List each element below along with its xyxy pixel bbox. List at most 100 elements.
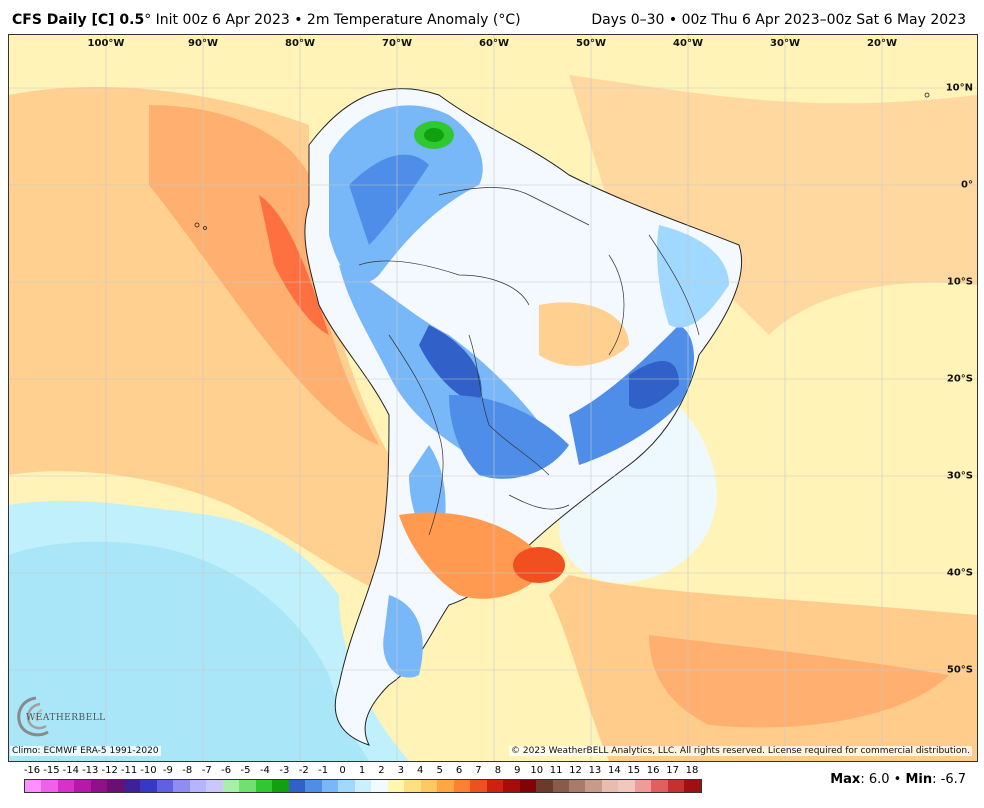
valid-range: Days 0–30 • 00z Thu 6 Apr 2023–00z Sat 6… <box>591 12 966 28</box>
max-label: Max <box>830 772 861 787</box>
title-product: CFS Daily [C] 0.5 <box>12 12 145 28</box>
colorbar-swatch <box>321 780 339 792</box>
lon-label: 70°W <box>382 38 412 49</box>
colorbar-tick-label: -9 <box>162 765 173 776</box>
lon-label: 80°W <box>285 38 315 49</box>
colorbar-tick-label: -7 <box>201 765 212 776</box>
cold-colombia-core <box>349 154 429 245</box>
lon-label: 20°W <box>867 38 897 49</box>
colorbar-swatch <box>107 780 124 792</box>
country-borders <box>358 187 700 536</box>
lat-label: 50°S <box>946 664 973 676</box>
lon-label: 40°W <box>673 38 703 49</box>
lon-label: 100°W <box>87 38 125 49</box>
colorbar-tick-label: -10 <box>140 765 157 776</box>
lat-label: 10°N <box>945 82 973 94</box>
colorbar-swatch <box>634 780 652 792</box>
colorbar-swatch <box>486 780 504 792</box>
copyright-note: © 2023 WeatherBELL Analytics, LLC. All r… <box>509 746 972 756</box>
colorbar-tick-label: 16 <box>646 765 660 776</box>
lat-label: 30°S <box>946 470 973 482</box>
colorbar-tick-label: 2 <box>378 765 385 776</box>
colorbar-swatch <box>519 780 537 792</box>
colorbar-swatch <box>41 780 58 792</box>
colorbar-swatch <box>272 780 289 792</box>
colorbar-swatch <box>173 780 190 792</box>
colorbar-swatch <box>338 780 355 792</box>
colorbar-swatch <box>255 780 273 792</box>
cold-paraguay <box>449 395 569 479</box>
colorbar-tick-label: 18 <box>685 765 699 776</box>
colorbar-tick-label: 0 <box>339 765 346 776</box>
cold-patagonia <box>383 595 423 678</box>
colorbar-tick-label: -15 <box>43 765 60 776</box>
colorbar-swatch <box>206 780 223 792</box>
colorbar-tick-label: -16 <box>23 765 41 776</box>
colorbar-tick-label: 4 <box>417 765 424 776</box>
colorbar-tick-label: 10 <box>530 765 544 776</box>
colorbar-swatch <box>404 780 421 792</box>
colorbar-tick-label: 12 <box>569 765 582 776</box>
colorbar-tick-label: -12 <box>101 765 118 776</box>
colorbar-swatch <box>140 780 157 792</box>
warm-argentina-core <box>513 547 565 583</box>
lat-label: 10°S <box>946 276 973 288</box>
colorbar-swatch <box>601 780 619 792</box>
colorbar-tick-label: -13 <box>82 765 99 776</box>
colorbar-tick-label: 7 <box>475 765 482 776</box>
lon-label: 30°W <box>770 38 800 49</box>
min-label: Min <box>905 772 933 787</box>
warm-argentina <box>399 512 549 599</box>
colorbar-swatch <box>552 780 569 792</box>
colorbar-swatch <box>123 780 141 792</box>
title-description: ° Init 00z 6 Apr 2023 • 2m Temperature A… <box>144 12 521 28</box>
warm-south-atlantic-core <box>649 635 949 728</box>
colorbar-tick-label: -3 <box>279 765 290 776</box>
cape-verde-islands <box>924 92 930 98</box>
anomaly-map: 100°W 90°W 80°W 70°W 60°W 50°W 40°W 30°W… <box>8 34 978 762</box>
colorbar-swatch <box>222 780 240 792</box>
colorbar-swatch <box>239 780 256 792</box>
colorbar-tick-label: 11 <box>549 765 563 776</box>
colorbar-tick-label: 14 <box>607 765 621 776</box>
lon-label: 50°W <box>576 38 606 49</box>
colorbar-labels: -16 -15 -14 -13 -12 -11 -10 -9 -8 -7 -6 -5 -4 -3 -2 -1 0… <box>24 765 704 779</box>
colorbar-swatch <box>288 780 306 792</box>
cold-venezuela-peak <box>424 128 444 142</box>
colorbar-swatch <box>536 780 553 792</box>
lon-label: 60°W <box>479 38 509 49</box>
colorbar-swatch <box>371 780 388 792</box>
colorbar-tick-label: 17 <box>666 765 679 776</box>
warm-pacific-core <box>149 105 379 445</box>
colorbar-tick-label: -1 <box>318 765 329 776</box>
colorbar-swatch <box>354 780 372 792</box>
colorbar-swatch <box>156 780 174 792</box>
lat-label: 20°S <box>946 373 973 385</box>
climatology-note: Climo: ECMWF ERA-5 1991-2020 <box>10 746 161 756</box>
warm-north-atlantic <box>569 75 977 335</box>
map-title: CFS Daily [C] 0.5° Init 00z 6 Apr 2023 •… <box>12 12 521 28</box>
galapagos-islands <box>194 222 200 228</box>
colorbar-tick-label: 13 <box>588 765 602 776</box>
colorbar-swatch <box>305 780 322 792</box>
colorbar-swatch <box>25 780 42 792</box>
colorbar-swatch <box>470 780 487 792</box>
colorbar-swatch <box>74 780 91 792</box>
colorbar-tick-label: -6 <box>221 765 232 776</box>
colorbar-swatch <box>57 780 75 792</box>
max-value: : 6.0 • <box>860 772 906 787</box>
graticule <box>9 35 977 761</box>
max-min-readout: Max: 6.0 • Min: -6.7 <box>830 772 966 787</box>
lon-label: 90°W <box>188 38 218 49</box>
colorbar-swatch <box>667 780 685 792</box>
cold-pacific-core <box>9 541 369 761</box>
cold-minas-core <box>629 361 679 409</box>
colorbar-swatch <box>684 780 701 792</box>
colorbar-tick-label: 9 <box>514 765 521 776</box>
galapagos-islands-east <box>203 226 207 230</box>
colorbar-swatch <box>189 780 207 792</box>
colorbar-tick-label: -4 <box>259 765 270 776</box>
colorbar-swatch <box>585 780 602 792</box>
colorbar-tick-label: -11 <box>120 765 138 776</box>
colorbar-swatch <box>651 780 668 792</box>
